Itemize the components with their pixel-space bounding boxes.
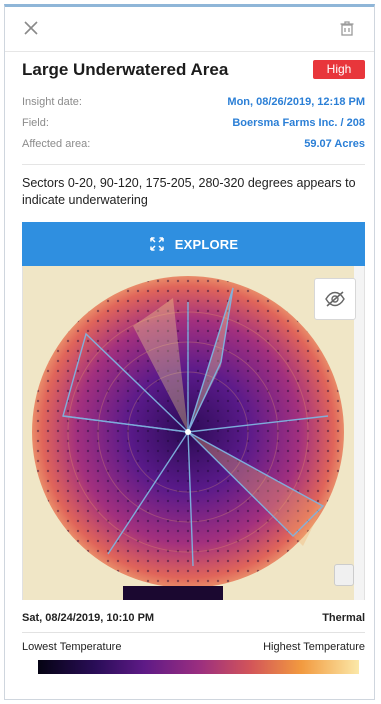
- close-icon[interactable]: [22, 19, 40, 37]
- divider: [22, 632, 365, 633]
- field-link[interactable]: Boersma Farms Inc. / 208: [232, 117, 365, 129]
- layer-name: Thermal: [322, 612, 365, 624]
- expand-arrows-icon: [149, 237, 164, 251]
- legend-low-label: Lowest Temperature: [22, 641, 122, 653]
- trash-icon[interactable]: [338, 19, 356, 37]
- meta-label: Insight date:: [22, 96, 82, 108]
- insight-description: Sectors 0-20, 90-120, 175-205, 280-320 d…: [22, 176, 356, 207]
- explore-button[interactable]: EXPLORE: [22, 222, 365, 266]
- eye-off-icon: [325, 291, 345, 307]
- meta-label: Field:: [22, 117, 49, 129]
- layer-visibility-toggle[interactable]: [314, 278, 356, 320]
- meta-value: 59.07 Acres: [304, 138, 365, 150]
- meta-label: Affected area:: [22, 138, 91, 150]
- map-control-button[interactable]: [334, 564, 354, 586]
- thermal-map[interactable]: [22, 266, 365, 600]
- divider: [22, 164, 365, 165]
- insight-title: Large Underwatered Area: [22, 60, 229, 79]
- panel-header: [5, 7, 374, 52]
- meta-value: Mon, 08/26/2019, 12:18 PM: [227, 96, 365, 108]
- legend-high-label: Highest Temperature: [263, 641, 365, 653]
- explore-label: EXPLORE: [174, 236, 239, 252]
- thermal-field-image: [23, 266, 354, 600]
- temperature-scale-bar: [38, 660, 359, 674]
- image-date: Sat, 08/24/2019, 10:10 PM: [22, 612, 155, 624]
- severity-badge: High: [313, 60, 365, 79]
